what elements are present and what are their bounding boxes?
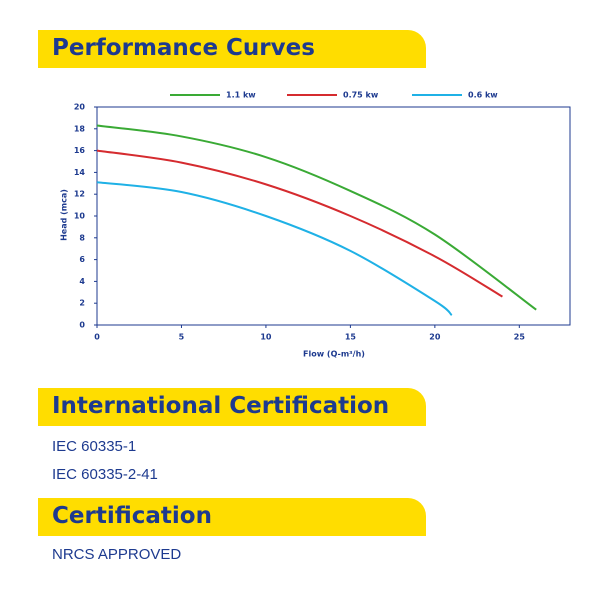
- legend-label: 1.1 kw: [226, 91, 256, 100]
- y-tick-label: 12: [74, 190, 85, 199]
- y-tick-label: 8: [79, 233, 85, 242]
- x-tick-label: 20: [429, 333, 441, 342]
- legend-label: 0.6 kw: [468, 91, 498, 100]
- x-tick-label: 25: [514, 333, 526, 342]
- y-tick-label: 20: [74, 103, 86, 112]
- curve: [96, 149, 503, 298]
- x-axis-label: Flow (Q-m³/h): [303, 350, 365, 359]
- cert-item: IEC 60335-1: [52, 438, 137, 455]
- y-tick-label: 10: [74, 212, 86, 221]
- legend-label: 0.75 kw: [343, 91, 379, 100]
- section-tab: International Certification: [38, 388, 426, 426]
- y-tick-label: 16: [74, 146, 86, 155]
- plot-frame: [96, 106, 571, 326]
- section-title: International Certification: [52, 393, 390, 419]
- x-tick-label: 15: [345, 333, 357, 342]
- y-tick-label: 0: [79, 321, 85, 330]
- chart: Head (mca) Flow (Q-m³/h) 0 2 4 6 8 10 12 14 16 18…: [60, 91, 571, 359]
- x-tick-label: 0: [94, 333, 100, 342]
- section-title: Performance Curves: [52, 35, 315, 61]
- y-tick-label: 4: [79, 277, 85, 286]
- cert-item: IEC 60335-2-41: [52, 466, 158, 483]
- y-tick-label: 6: [79, 255, 85, 264]
- y-tick-label: 18: [74, 124, 86, 133]
- section-tab: Certification: [38, 498, 426, 536]
- section-title: Certification: [52, 503, 212, 529]
- cert-item: NRCS APPROVED: [52, 546, 182, 563]
- curve: [96, 124, 537, 311]
- y-tick-label: 2: [79, 299, 85, 308]
- x-tick-label: 5: [179, 333, 185, 342]
- x-tick-label: 10: [260, 333, 272, 342]
- curve: [96, 181, 453, 316]
- y-tick-label: 14: [74, 168, 86, 177]
- y-axis-label: Head (mca): [60, 189, 69, 241]
- section-tab: Performance Curves: [38, 30, 426, 68]
